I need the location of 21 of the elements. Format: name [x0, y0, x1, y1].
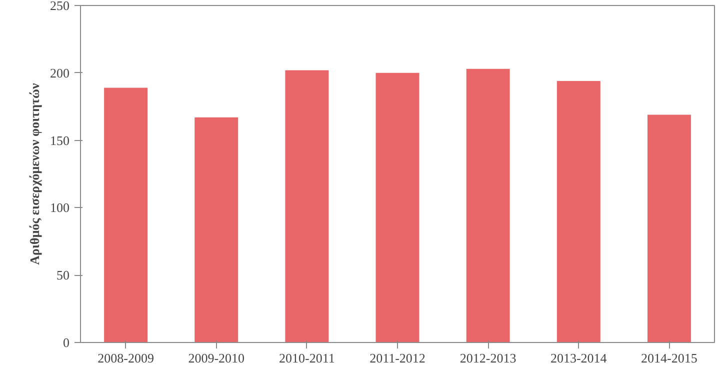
bar: [104, 88, 148, 342]
y-tick-label: 200: [50, 65, 70, 80]
bar: [194, 117, 238, 342]
y-tick-label: 0: [63, 335, 70, 350]
y-tick-label: 150: [50, 132, 70, 148]
y-tick-label: 50: [56, 268, 70, 283]
x-tick-label: 2008-2009: [98, 350, 154, 366]
x-tick-label: 2014-2015: [641, 350, 698, 366]
bar: [376, 72, 420, 342]
y-tick-label: 250: [50, 0, 70, 13]
x-tick-label: 2010-2011: [279, 350, 335, 366]
x-tick-label: 2011-2012: [370, 350, 426, 366]
bar: [556, 80, 600, 342]
x-tick-label: 2009-2010: [188, 350, 245, 366]
x-tick-label: 2012-2013: [460, 350, 516, 366]
bar: [466, 68, 510, 342]
x-tick-label: 2013-2014: [550, 350, 608, 366]
y-tick-label: 100: [50, 200, 70, 216]
bar: [647, 114, 691, 342]
y-axis-title: Αριθμός εισερχόμενων φοιτητών: [27, 82, 42, 265]
bar: [285, 70, 329, 342]
